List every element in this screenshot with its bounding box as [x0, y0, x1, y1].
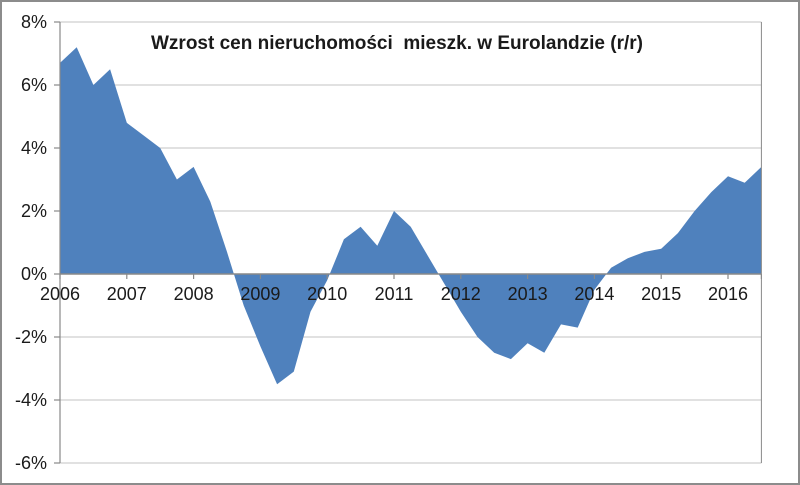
x-tick-label: 2009 [240, 284, 281, 304]
y-tick-label: 0% [20, 264, 47, 284]
y-tick-label: -4% [14, 390, 47, 410]
x-tick-label: 2013 [507, 284, 548, 304]
x-tick-label: 2006 [39, 284, 81, 304]
x-tick-label: 2016 [707, 284, 749, 304]
x-tick-label: 2014 [574, 284, 615, 304]
y-tick-label: 8% [20, 12, 47, 32]
x-tick-label: 2008 [173, 284, 214, 304]
area-series [60, 47, 762, 385]
y-tick-label: -2% [14, 327, 47, 347]
y-tick-label: 2% [20, 201, 47, 221]
x-tick-label: 2015 [641, 284, 682, 304]
chart-title: Wzrost cen nieruchomości mieszk. w Eurol… [151, 33, 643, 54]
y-tick-label: 4% [20, 138, 47, 158]
x-tick-label: 2010 [307, 284, 348, 304]
x-tick-label: 2007 [106, 284, 147, 304]
y-tick-label: 6% [20, 75, 47, 95]
y-tick-label: -6% [14, 453, 47, 473]
x-tick-label: 2011 [374, 284, 414, 304]
x-tick-label: 2012 [440, 284, 481, 304]
